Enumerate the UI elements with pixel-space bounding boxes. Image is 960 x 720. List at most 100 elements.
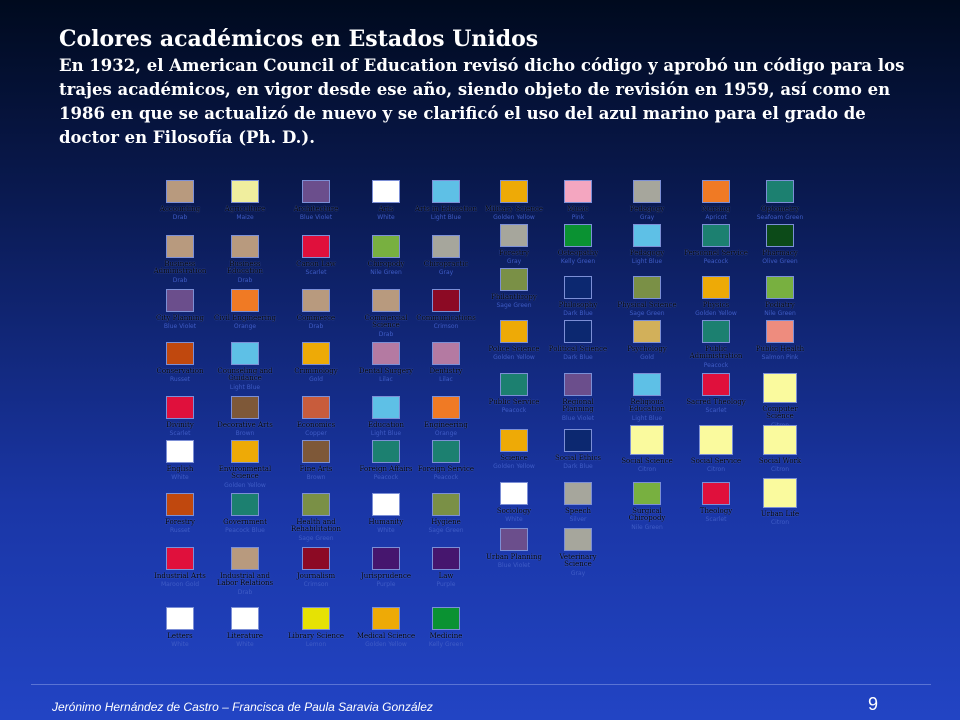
color-name-label: Nile Green xyxy=(764,310,796,318)
discipline-label: Pharmacy xyxy=(762,249,798,257)
color-cell: Canon Law Scarlet xyxy=(284,235,348,276)
discipline-label: Forestry xyxy=(499,249,529,257)
discipline-label: Economics xyxy=(296,421,336,429)
color-cell: Chiropody Nile Green xyxy=(354,235,418,276)
color-swatch xyxy=(231,607,259,630)
color-swatch xyxy=(166,440,194,463)
color-name-label: Russet xyxy=(170,376,190,384)
color-swatch xyxy=(702,180,730,203)
discipline-label: Theology xyxy=(699,507,733,515)
color-cell: Physics Golden Yellow xyxy=(684,276,748,317)
color-cell: Philanthropy Sage Green xyxy=(482,268,546,309)
discipline-label: Architecture xyxy=(293,205,339,213)
color-cell: Police Science Golden Yellow xyxy=(482,320,546,361)
color-name-label: Gray xyxy=(506,258,522,266)
discipline-label: Sociology xyxy=(496,507,532,515)
color-name-label: Light Blue xyxy=(370,430,402,438)
discipline-label: Personnel Service xyxy=(684,249,748,257)
color-cell: Business Education Drab xyxy=(213,235,277,284)
color-swatch xyxy=(763,478,797,508)
discipline-label: Communications xyxy=(416,314,476,322)
discipline-label: Humanity xyxy=(368,518,404,526)
color-swatch xyxy=(372,607,400,630)
color-swatch xyxy=(166,396,194,419)
color-name-label: Citron xyxy=(770,421,790,429)
discipline-label: Osteopathy xyxy=(557,249,599,257)
discipline-label: Commerce xyxy=(296,314,336,322)
footer-divider xyxy=(31,684,931,685)
discipline-label: Veterinary Science xyxy=(559,553,597,569)
color-name-label: Gold xyxy=(640,354,654,362)
color-swatch xyxy=(432,342,460,365)
color-cell: Science Golden Yellow xyxy=(482,429,546,470)
color-name-label: Peacock xyxy=(373,474,399,482)
color-name-label: Maroon Gold xyxy=(160,581,200,589)
color-cell: Letters White xyxy=(148,607,212,648)
color-cell: Library Science Lemon xyxy=(284,607,348,648)
discipline-label: Music xyxy=(567,205,589,213)
color-swatch xyxy=(372,493,400,516)
discipline-label: Civil Engineering xyxy=(214,314,276,322)
color-cell: Government Peacock Blue xyxy=(213,493,277,534)
discipline-label: Medical Science xyxy=(356,632,416,640)
color-cell: Divinity Scarlet xyxy=(148,396,212,437)
color-name-label: Peacock Blue xyxy=(225,527,265,535)
color-swatch xyxy=(500,268,528,291)
color-cell: Forestry Gray xyxy=(482,224,546,265)
color-swatch xyxy=(432,493,460,516)
color-swatch xyxy=(432,180,460,203)
discipline-label: Religious Education xyxy=(629,398,665,414)
color-name-label: Copper xyxy=(305,430,327,438)
color-swatch xyxy=(564,224,592,247)
color-cell: Dental Surgery Lilac xyxy=(354,342,418,383)
color-swatch xyxy=(231,440,259,463)
discipline-label: City Planning xyxy=(156,314,204,322)
color-cell: Industrial Arts Maroon Gold xyxy=(148,547,212,588)
color-cell: Counseling and Guidance Light Blue xyxy=(213,342,277,391)
color-cell: Theology Scarlet xyxy=(684,482,748,523)
color-swatch xyxy=(302,342,330,365)
color-cell: Public Health Salmon Pink xyxy=(748,320,812,361)
color-name-label: Light Blue xyxy=(229,383,261,391)
color-swatch xyxy=(564,276,592,299)
color-swatch xyxy=(633,224,661,247)
color-swatch xyxy=(372,440,400,463)
discipline-label: Chiropractic xyxy=(423,260,469,268)
color-cell: Communications Crimson xyxy=(414,289,478,330)
color-cell: Economics Copper xyxy=(284,396,348,437)
color-name-label: White xyxy=(171,641,189,649)
color-swatch xyxy=(564,373,592,396)
color-swatch xyxy=(766,276,794,299)
color-name-label: Lilac xyxy=(379,376,393,384)
color-name-label: Sage Green xyxy=(629,310,665,318)
discipline-label: Business Education xyxy=(227,260,263,276)
color-cell: Pharmacy Olive Green xyxy=(748,224,812,265)
color-swatch xyxy=(633,482,661,505)
color-cell: Dentistry Lilac xyxy=(414,342,478,383)
color-name-label: Apricot xyxy=(705,214,727,222)
discipline-label: Nursing xyxy=(701,205,731,213)
color-name-label: Orange xyxy=(434,430,458,438)
discipline-label: Police Science xyxy=(488,345,540,353)
discipline-label: Government xyxy=(223,518,267,526)
color-swatch xyxy=(166,547,194,570)
discipline-label: Urban Planning xyxy=(486,553,542,561)
color-cell: Surgical Chiropody Nile Green xyxy=(615,482,679,531)
color-cell: Speech Silver xyxy=(546,482,610,523)
color-cell: Philosophy Dark Blue xyxy=(546,276,610,317)
color-swatch xyxy=(633,180,661,203)
color-name-label: Citron xyxy=(637,466,657,474)
color-cell: Foreign Affairs Peacock xyxy=(354,440,418,481)
discipline-label: Philosophy xyxy=(558,301,598,309)
color-swatch xyxy=(432,235,460,258)
color-swatch xyxy=(432,607,460,630)
color-swatch xyxy=(231,396,259,419)
color-name-label: White xyxy=(377,527,395,535)
color-name-label: Nile Green xyxy=(631,523,663,531)
discipline-label: Agriculture xyxy=(224,205,266,213)
color-name-label: Gray xyxy=(438,269,454,277)
discipline-label: Forestry xyxy=(165,518,195,526)
color-swatch xyxy=(702,276,730,299)
color-swatch xyxy=(500,528,528,551)
color-name-label: White xyxy=(171,474,189,482)
